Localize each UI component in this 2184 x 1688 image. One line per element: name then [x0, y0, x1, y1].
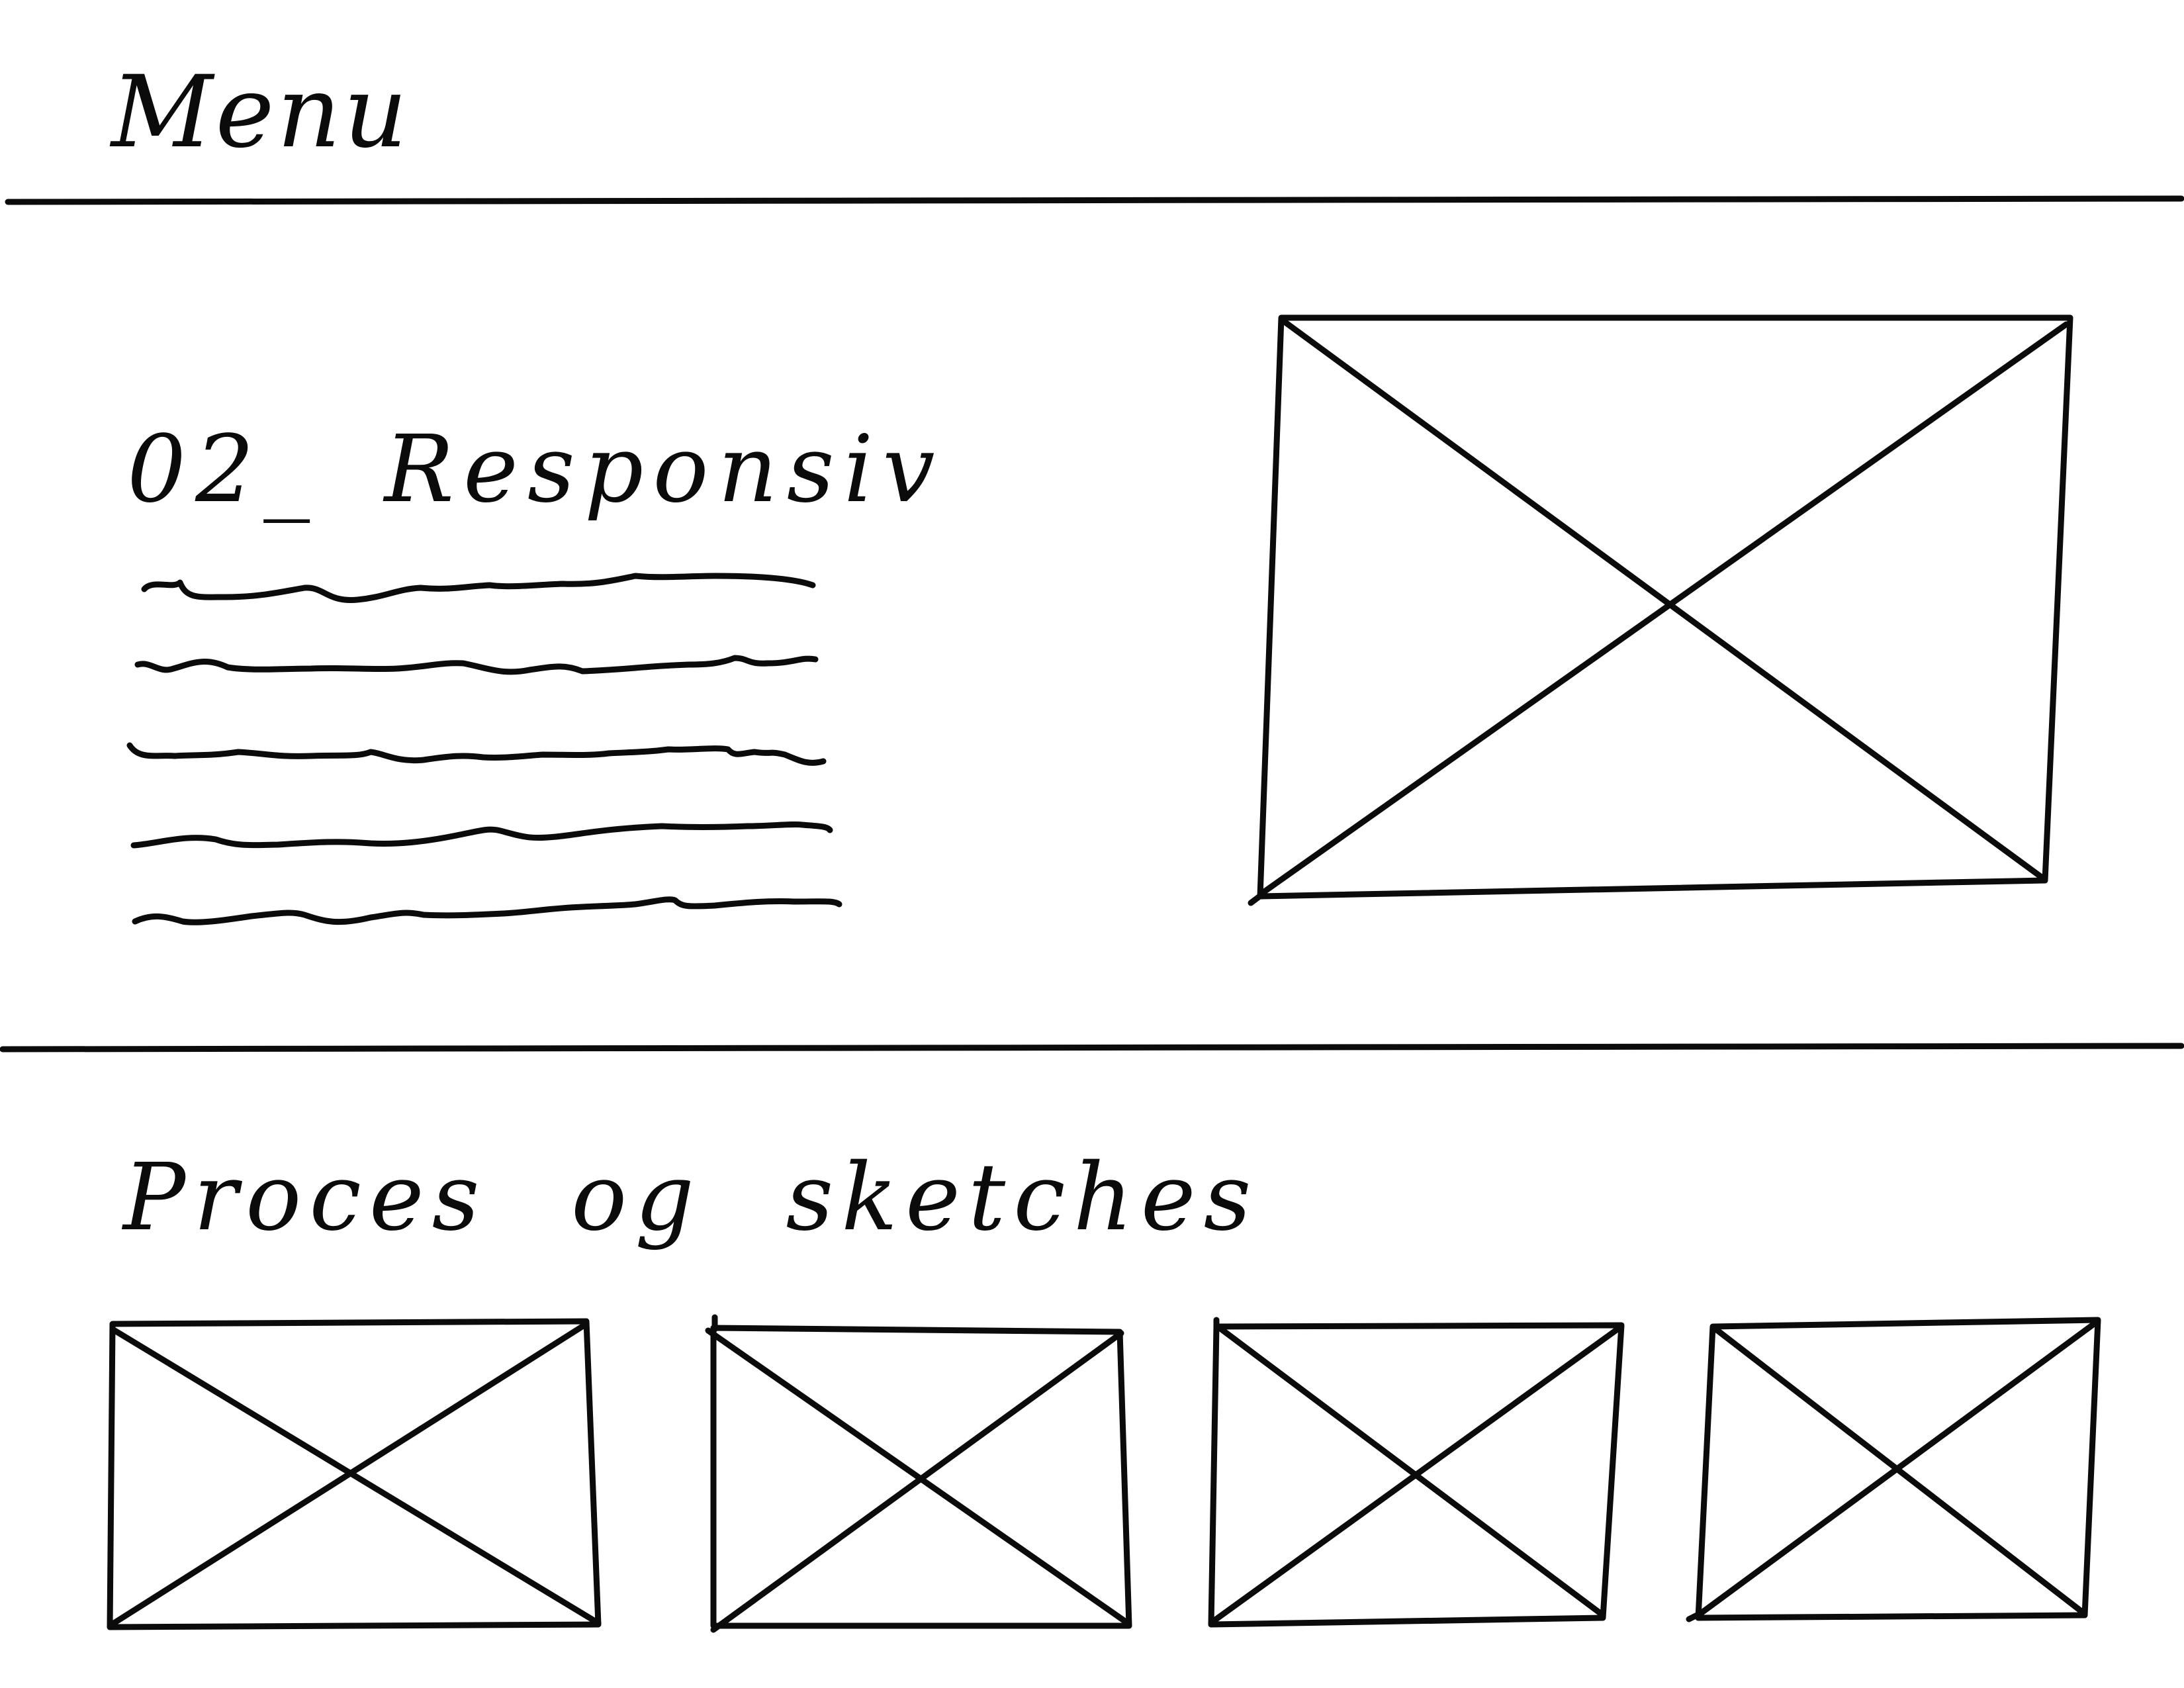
- thumbnail-cross: [705, 1327, 1131, 1626]
- text-line: [132, 896, 842, 925]
- thumbnail-cross: [1209, 1326, 1621, 1625]
- text-line: [141, 573, 816, 603]
- gallery-thumbnail-3[interactable]: [1208, 1317, 1625, 1628]
- menu-label[interactable]: Menu: [111, 55, 410, 170]
- gallery-title: Proces og sketches: [123, 1144, 1259, 1252]
- hero-image-tick: [1248, 892, 1265, 906]
- section-divider: [0, 1043, 2184, 1053]
- thumbnail-cross: [1695, 1321, 2097, 1618]
- body-text-lines: [126, 573, 842, 925]
- gallery-thumbnail-4[interactable]: [1686, 1317, 2101, 1622]
- text-line: [130, 821, 833, 849]
- thumbnail-tick: [1686, 1611, 1703, 1622]
- gallery-thumbnail-1[interactable]: [107, 1318, 602, 1630]
- header-divider: [5, 195, 2184, 205]
- hero-image-placeholder[interactable]: [1248, 314, 2073, 906]
- hero-image-cross: [1279, 317, 2046, 881]
- hero-image-frame: [1257, 314, 2073, 900]
- thumbnail-cross: [1214, 1323, 1606, 1618]
- text-line: [126, 742, 827, 766]
- thumbnail-cross: [1711, 1325, 2088, 1617]
- thumbnail-cross: [109, 1326, 602, 1626]
- text-line: [134, 655, 819, 675]
- thumbnail-cross: [111, 1321, 590, 1626]
- hero-image-cross: [1258, 321, 2070, 897]
- thumbnail-cross: [710, 1330, 1124, 1633]
- project-title: 02_ Responsiv: [127, 416, 944, 524]
- gallery-thumbnail-2[interactable]: [705, 1314, 1132, 1633]
